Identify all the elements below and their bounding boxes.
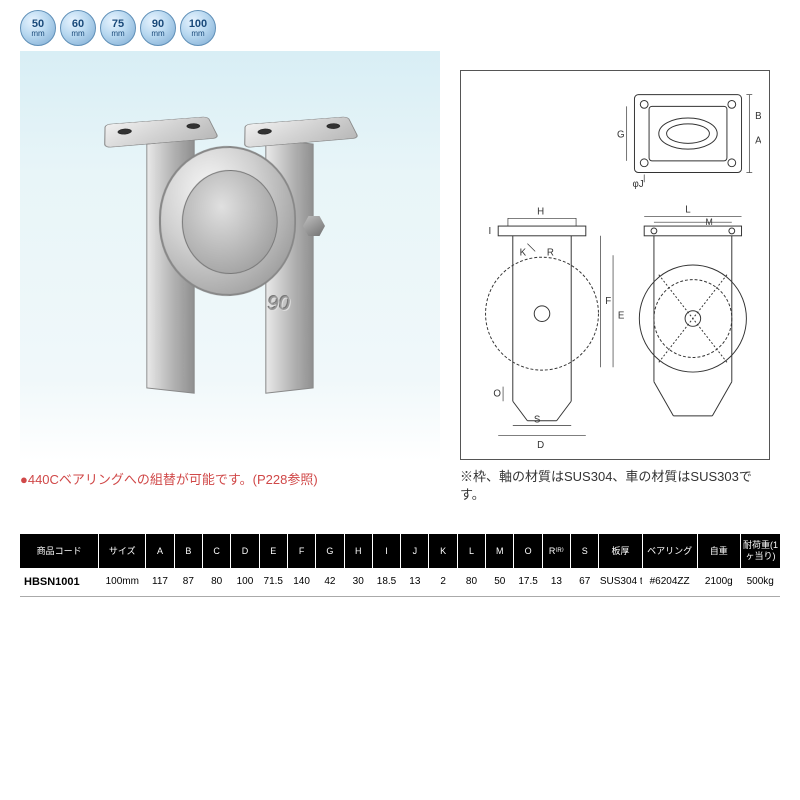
size-badge-60: 60 mm <box>60 10 96 46</box>
cell-code: HBSN1001 <box>20 568 99 597</box>
th-size: サイズ <box>99 534 146 568</box>
badge-unit: mm <box>71 30 84 38</box>
cell-b: 87 <box>174 568 202 597</box>
svg-text:A: A <box>755 135 761 146</box>
svg-text:R: R <box>547 247 554 258</box>
cell-g: 42 <box>316 568 344 597</box>
svg-text:I: I <box>488 226 491 237</box>
badge-unit: mm <box>191 30 204 38</box>
size-badge-90: 90 mm <box>140 10 176 46</box>
cell-k: 2 <box>429 568 457 597</box>
th-a: A <box>146 534 174 568</box>
size-badge-row: 50 mm 60 mm 75 mm 90 mm 100 mm <box>20 10 450 46</box>
cell-size: 100mm <box>99 568 146 597</box>
th-load: 耐荷重(1ヶ当り) <box>740 534 780 568</box>
cell-j: 13 <box>401 568 429 597</box>
th-code: 商品コード <box>20 534 99 568</box>
cell-h: 30 <box>344 568 372 597</box>
spec-table-wrap: 商品コード サイズ A B C D E F G H I J K L M O R⁽… <box>20 534 780 597</box>
th-g: G <box>316 534 344 568</box>
svg-text:O: O <box>493 388 501 399</box>
th-i: I <box>372 534 400 568</box>
cell-r: 13 <box>542 568 570 597</box>
table-row: HBSN1001 100mm 117 87 80 100 71.5 140 42… <box>20 568 780 597</box>
badge-unit: mm <box>31 30 44 38</box>
diagram-svg: B A G φJ <box>469 79 761 451</box>
size-badge-100: 100 mm <box>180 10 216 46</box>
th-k: K <box>429 534 457 568</box>
size-badge-50: 50 mm <box>20 10 56 46</box>
svg-text:L: L <box>685 204 691 215</box>
technical-diagram: B A G φJ <box>460 70 770 460</box>
product-photo: 90 <box>20 51 440 461</box>
spec-header-row: 商品コード サイズ A B C D E F G H I J K L M O R⁽… <box>20 534 780 568</box>
cell-e: 71.5 <box>259 568 287 597</box>
bearing-note: ●440Cベアリングへの組替が可能です。(P228参照) <box>20 469 450 488</box>
cell-i: 18.5 <box>372 568 400 597</box>
cell-f: 140 <box>287 568 315 597</box>
cell-m: 50 <box>486 568 514 597</box>
th-weight: 自重 <box>697 534 740 568</box>
cell-bearing: #6204ZZ <box>642 568 697 597</box>
svg-text:H: H <box>537 206 544 217</box>
th-h: H <box>344 534 372 568</box>
cell-c: 80 <box>202 568 230 597</box>
cell-l: 80 <box>457 568 485 597</box>
th-c: C <box>202 534 230 568</box>
badge-value: 90 <box>152 19 164 30</box>
th-l: L <box>457 534 485 568</box>
badge-unit: mm <box>151 30 164 38</box>
badge-value: 60 <box>72 19 84 30</box>
svg-text:B: B <box>755 111 761 122</box>
badge-value: 100 <box>189 19 207 30</box>
cell-s: 67 <box>571 568 599 597</box>
left-panel: 50 mm 60 mm 75 mm 90 mm 100 mm <box>20 10 450 504</box>
right-panel: B A G φJ <box>450 10 770 504</box>
th-b: B <box>174 534 202 568</box>
pulley-illustration: 90 <box>90 106 370 406</box>
th-o: O <box>514 534 542 568</box>
th-thickness: 板厚 <box>599 534 642 568</box>
emboss-label: 90 <box>268 293 290 316</box>
svg-text:K: K <box>520 247 527 258</box>
svg-text:S: S <box>534 415 541 426</box>
th-j: J <box>401 534 429 568</box>
cell-load: 500kg <box>740 568 780 597</box>
th-bearing: ベアリング <box>642 534 697 568</box>
badge-value: 75 <box>112 19 124 30</box>
svg-text:F: F <box>605 296 611 307</box>
badge-value: 50 <box>32 19 44 30</box>
svg-text:G: G <box>617 129 625 140</box>
cell-weight: 2100g <box>697 568 740 597</box>
cell-thickness: SUS304 t4 <box>599 568 642 597</box>
th-m: M <box>486 534 514 568</box>
th-f: F <box>287 534 315 568</box>
svg-text:E: E <box>618 311 625 322</box>
cell-d: 100 <box>231 568 259 597</box>
svg-text:D: D <box>537 440 544 451</box>
svg-text:M: M <box>706 217 713 227</box>
size-badge-75: 75 mm <box>100 10 136 46</box>
cell-a: 117 <box>146 568 174 597</box>
th-s: S <box>571 534 599 568</box>
cell-o: 17.5 <box>514 568 542 597</box>
badge-unit: mm <box>111 30 124 38</box>
th-e: E <box>259 534 287 568</box>
svg-text:φJ: φJ <box>633 179 644 190</box>
th-r: R⁽ᴿ⁾ <box>542 534 570 568</box>
spec-table: 商品コード サイズ A B C D E F G H I J K L M O R⁽… <box>20 534 780 597</box>
th-d: D <box>231 534 259 568</box>
material-note: ※枠、軸の材質はSUS304、車の材質はSUS303です。 <box>460 468 770 504</box>
